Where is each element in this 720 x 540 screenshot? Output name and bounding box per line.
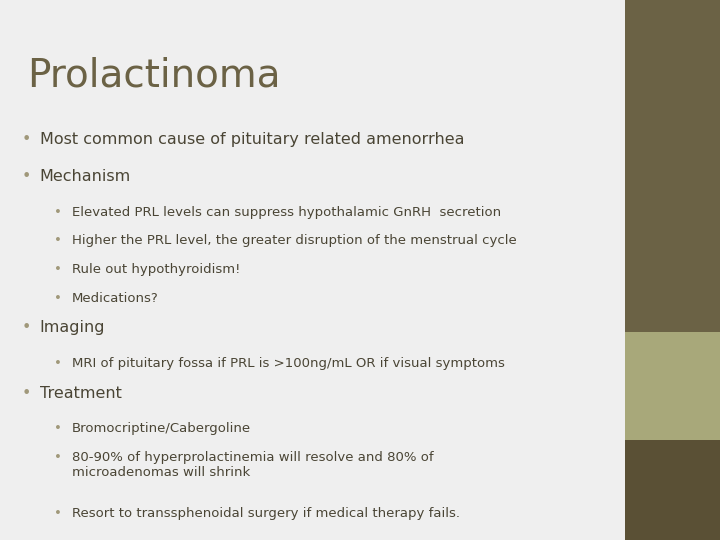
Text: •: • xyxy=(54,357,62,370)
Text: 80-90% of hyperprolactinemia will resolve and 80% of
microadenomas will shrink: 80-90% of hyperprolactinemia will resolv… xyxy=(72,451,433,479)
Text: •: • xyxy=(54,292,62,305)
Text: •: • xyxy=(54,206,62,219)
Text: Rule out hypothyroidism!: Rule out hypothyroidism! xyxy=(72,263,240,276)
Text: Medications?: Medications? xyxy=(72,292,158,305)
Text: Mechanism: Mechanism xyxy=(40,169,131,184)
Text: Elevated PRL levels can suppress hypothalamic GnRH  secretion: Elevated PRL levels can suppress hypotha… xyxy=(72,206,501,219)
Bar xyxy=(625,332,720,440)
Text: Prolactinoma: Prolactinoma xyxy=(27,57,281,94)
Text: Treatment: Treatment xyxy=(40,386,122,401)
Text: •: • xyxy=(54,263,62,276)
Bar xyxy=(625,440,720,540)
Text: Resort to transsphenoidal surgery if medical therapy fails.: Resort to transsphenoidal surgery if med… xyxy=(72,507,460,519)
Text: •: • xyxy=(54,422,62,435)
Text: •: • xyxy=(22,320,31,335)
Text: •: • xyxy=(54,234,62,247)
Text: •: • xyxy=(54,507,62,519)
Text: Imaging: Imaging xyxy=(40,320,105,335)
Text: Bromocriptine/Cabergoline: Bromocriptine/Cabergoline xyxy=(72,422,251,435)
Text: MRI of pituitary fossa if PRL is >100ng/mL OR if visual symptoms: MRI of pituitary fossa if PRL is >100ng/… xyxy=(72,357,505,370)
Text: •: • xyxy=(54,451,62,464)
Text: Most common cause of pituitary related amenorrhea: Most common cause of pituitary related a… xyxy=(40,132,464,147)
Text: •: • xyxy=(22,386,31,401)
Text: Higher the PRL level, the greater disruption of the menstrual cycle: Higher the PRL level, the greater disrup… xyxy=(72,234,517,247)
Text: •: • xyxy=(22,132,31,147)
Bar xyxy=(625,0,720,332)
Text: •: • xyxy=(22,169,31,184)
